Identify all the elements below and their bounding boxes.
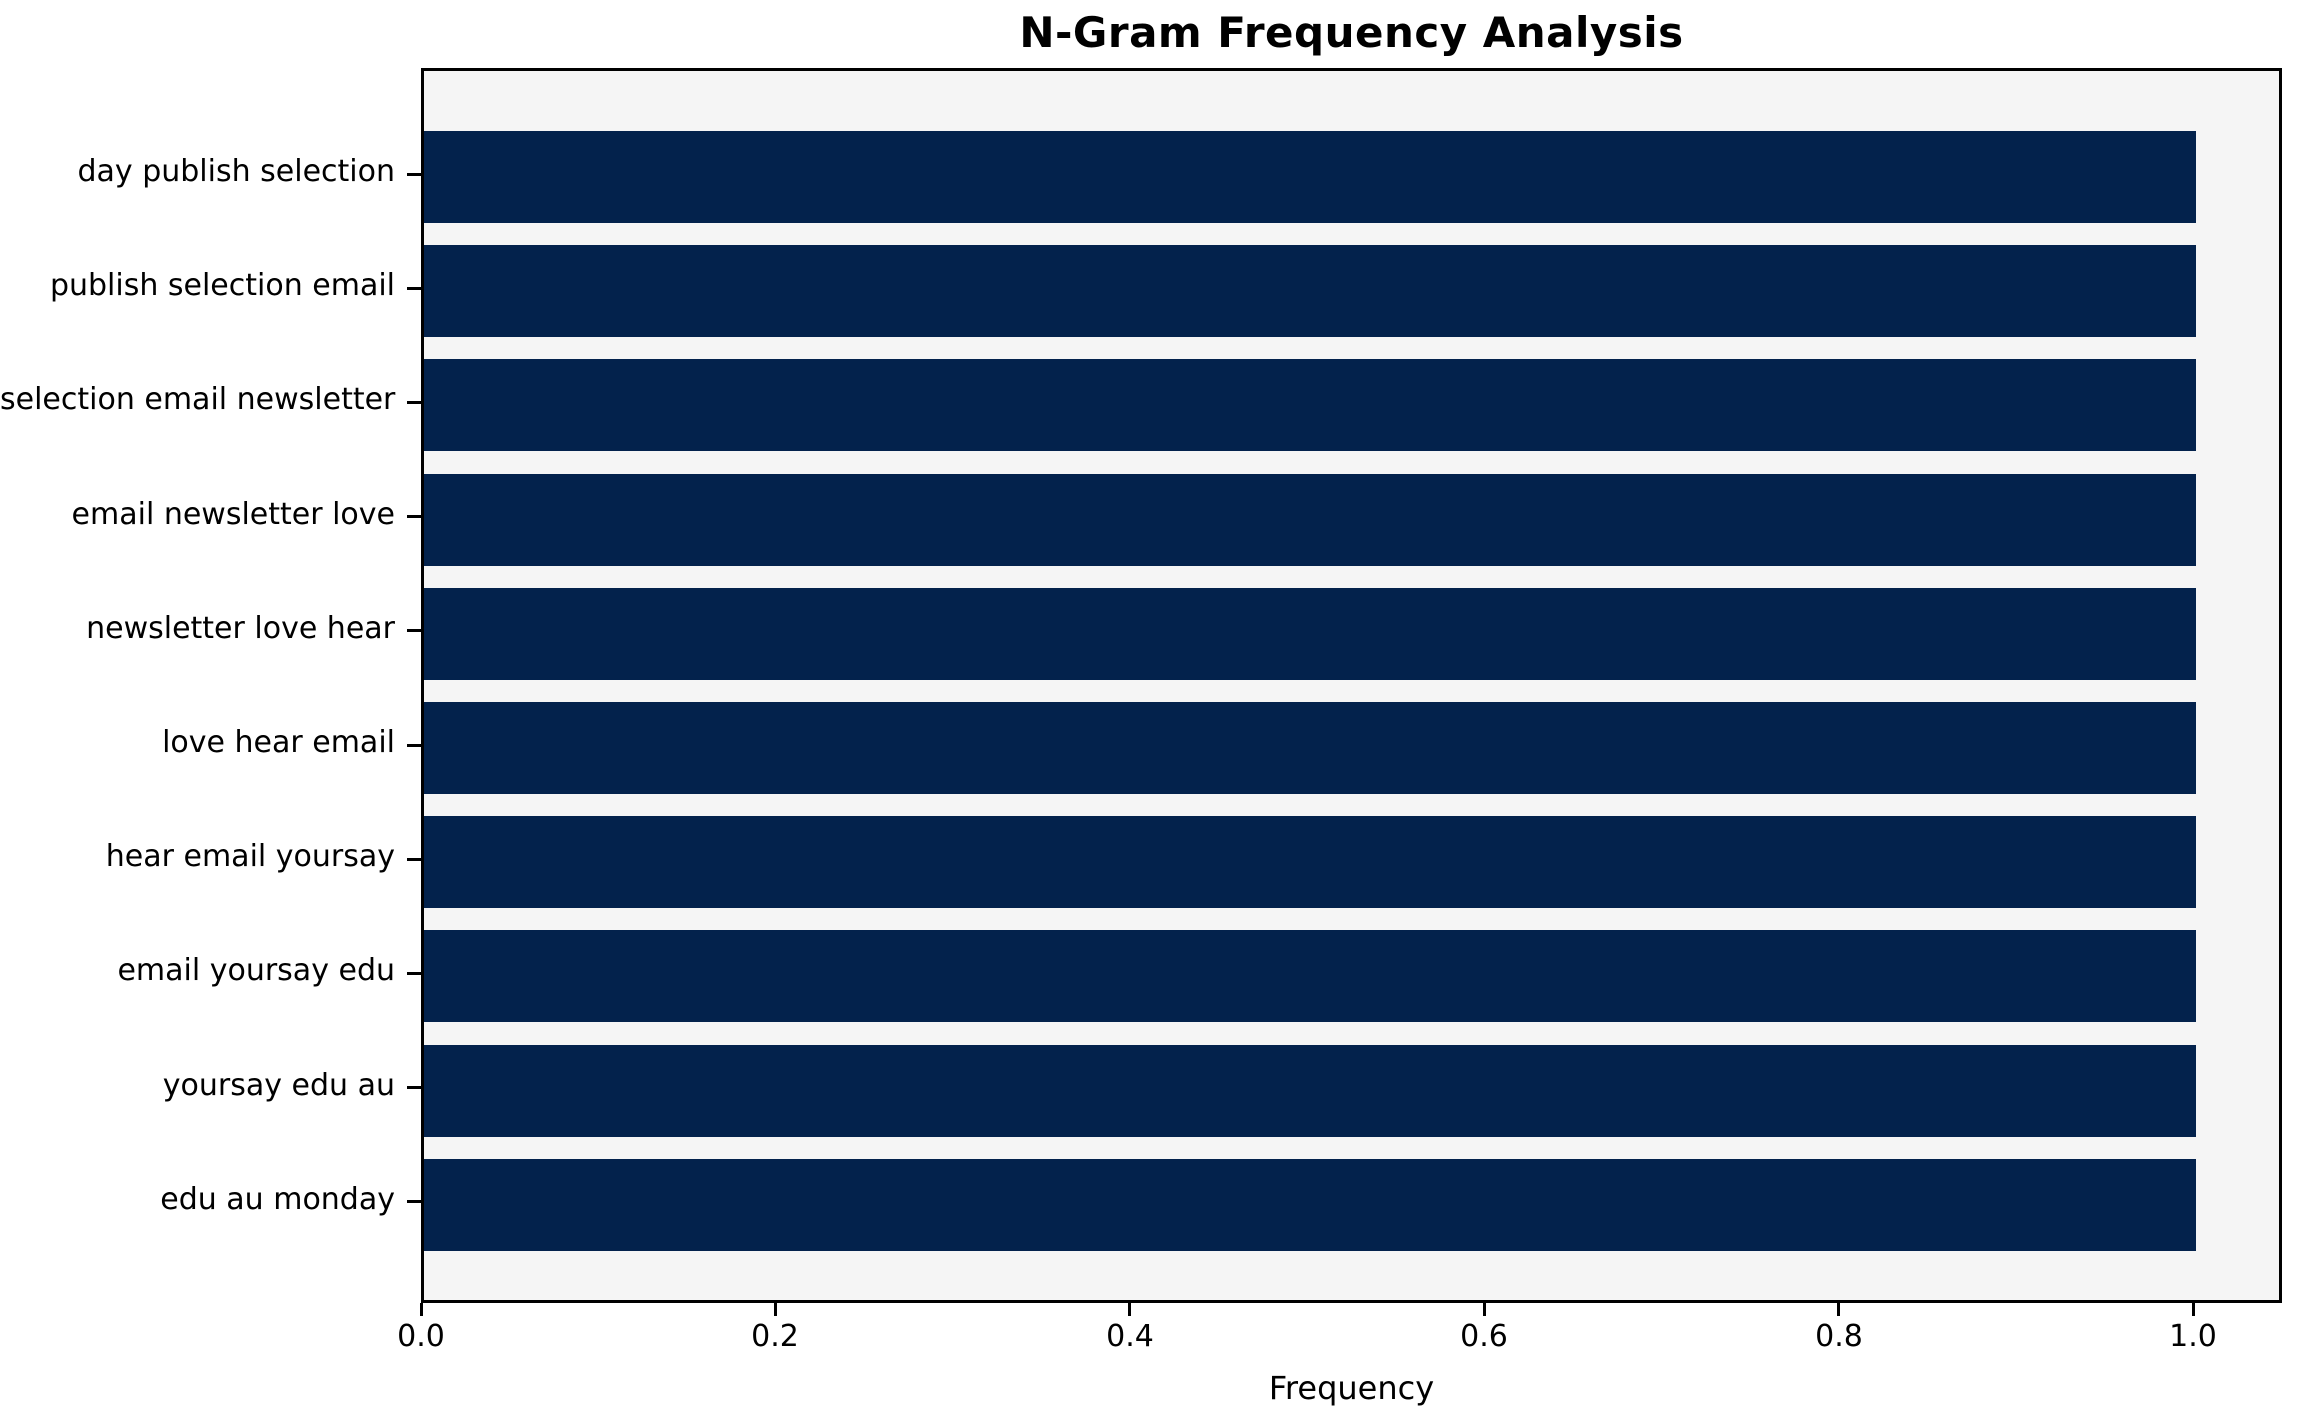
y-tick-mark — [407, 173, 421, 176]
bar — [424, 1045, 2196, 1137]
x-axis-label: Frequency — [1268, 1369, 1435, 1407]
x-tick-mark — [420, 1303, 423, 1316]
bar — [424, 359, 2196, 451]
x-tick-mark — [1128, 1303, 1131, 1316]
y-tick-mark — [407, 744, 421, 747]
bar — [424, 131, 2196, 223]
x-tick-mark — [1837, 1303, 1840, 1316]
y-tick-label: email newsletter love — [71, 497, 395, 532]
y-tick-label: yoursay edu au — [162, 1068, 395, 1103]
bar — [424, 702, 2196, 794]
y-tick-label: edu au monday — [160, 1182, 395, 1217]
y-tick-mark — [407, 401, 421, 404]
bar — [424, 930, 2196, 1022]
y-tick-mark — [407, 629, 421, 632]
y-tick-mark — [407, 1200, 421, 1203]
bar — [424, 1159, 2196, 1251]
y-tick-label: publish selection email — [49, 268, 395, 303]
y-tick-label: day publish selection — [77, 154, 395, 189]
y-tick-mark — [407, 858, 421, 861]
bar — [424, 816, 2196, 908]
bar — [424, 245, 2196, 337]
y-tick-label: email yoursay edu — [117, 953, 395, 988]
y-tick-mark — [407, 515, 421, 518]
y-tick-mark — [407, 287, 421, 290]
y-tick-mark — [407, 1086, 421, 1089]
plot-area — [421, 68, 2282, 1303]
y-tick-label: selection email newsletter — [0, 382, 396, 417]
y-tick-label: love hear email — [162, 725, 395, 760]
x-tick-label: 0.4 — [1106, 1319, 1154, 1354]
y-tick-label: hear email yoursay — [105, 839, 395, 874]
x-tick-label: 0.6 — [1460, 1319, 1508, 1354]
x-tick-mark — [2192, 1303, 2195, 1316]
x-tick-label: 0.8 — [1815, 1319, 1863, 1354]
y-tick-mark — [407, 972, 421, 975]
x-tick-label: 0.2 — [751, 1319, 799, 1354]
bar — [424, 474, 2196, 566]
x-tick-mark — [1483, 1303, 1486, 1316]
x-tick-label: 0.0 — [397, 1319, 445, 1354]
x-tick-label: 1.0 — [2169, 1319, 2217, 1354]
bar — [424, 588, 2196, 680]
chart-title: N-Gram Frequency Analysis — [1019, 8, 1684, 57]
x-tick-mark — [774, 1303, 777, 1316]
y-tick-label: newsletter love hear — [86, 611, 395, 646]
